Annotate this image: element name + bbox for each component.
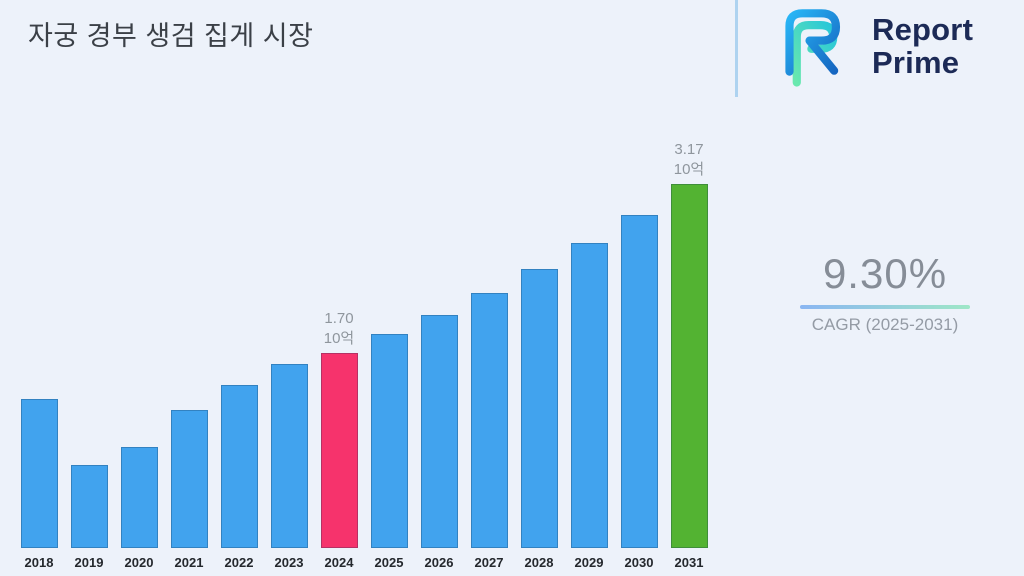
bar-chart: 2018 2019 2020 2021 2022 2023 1.70 10억 2024 2025 2… bbox=[14, 128, 716, 570]
cagr-stat-block: 9.30% CAGR (2025-2031) bbox=[772, 250, 998, 335]
bar-2020 bbox=[120, 447, 158, 548]
x-tick-2023: 2023 bbox=[274, 555, 304, 570]
bar-column-2026: 2026 bbox=[414, 128, 464, 570]
x-tick-2018: 2018 bbox=[24, 555, 54, 570]
bar-2031 bbox=[670, 184, 708, 548]
x-tick-2019: 2019 bbox=[74, 555, 104, 570]
x-tick-2029: 2029 bbox=[574, 555, 604, 570]
bar-column-2030: 2030 bbox=[614, 128, 664, 570]
x-tick-2030: 2030 bbox=[624, 555, 654, 570]
x-tick-2027: 2027 bbox=[474, 555, 504, 570]
annotation-value: 1.70 bbox=[324, 310, 354, 327]
bar-column-2031: 3.17 10억 2031 bbox=[664, 128, 714, 570]
page-title: 자궁 경부 생검 집게 시장 bbox=[28, 21, 314, 51]
report-prime-logo-icon bbox=[785, 9, 841, 87]
annotation-value: 3.17 bbox=[674, 141, 704, 158]
bar-2026 bbox=[420, 315, 458, 548]
x-tick-2022: 2022 bbox=[224, 555, 254, 570]
x-tick-2031: 2031 bbox=[674, 555, 704, 570]
report-prime-logo-text: Report Prime bbox=[872, 12, 974, 80]
bar-2023 bbox=[270, 364, 308, 548]
bar-column-2028: 2028 bbox=[514, 128, 564, 570]
logo-text-line2: Prime bbox=[872, 45, 960, 80]
bar-2024 bbox=[320, 353, 358, 548]
cagr-value: 9.30% bbox=[822, 250, 948, 297]
bar-column-2020: 2020 bbox=[114, 128, 164, 570]
annotation-unit: 10억 bbox=[673, 160, 705, 178]
bar-2028 bbox=[520, 269, 558, 548]
bar-2027 bbox=[470, 293, 508, 548]
header-divider bbox=[735, 0, 738, 97]
bar-2022 bbox=[220, 385, 258, 548]
bar-column-2021: 2021 bbox=[164, 128, 214, 570]
report-prime-logo: Report Prime bbox=[768, 6, 973, 88]
bar-2030 bbox=[620, 215, 658, 548]
bar-annotation-2024: 1.70 10억 bbox=[324, 309, 355, 348]
bar-column-2029: 2029 bbox=[564, 128, 614, 570]
logo-text-line1: Report bbox=[872, 12, 974, 48]
cagr-label: CAGR (2025-2031) bbox=[811, 315, 959, 334]
x-tick-2021: 2021 bbox=[174, 555, 204, 570]
bar-2019 bbox=[70, 465, 108, 548]
bar-column-2024: 1.70 10억 2024 bbox=[314, 128, 364, 570]
annotation-unit: 10억 bbox=[323, 329, 355, 347]
bar-annotation-2031: 3.17 10억 bbox=[674, 140, 705, 179]
bar-2029 bbox=[570, 243, 608, 548]
x-tick-2025: 2025 bbox=[374, 555, 404, 570]
cagr-underline-accent bbox=[800, 305, 970, 309]
bar-2021 bbox=[170, 410, 208, 548]
bar-column-2025: 2025 bbox=[364, 128, 414, 570]
bar-column-2023: 2023 bbox=[264, 128, 314, 570]
bar-2018 bbox=[20, 399, 58, 548]
x-tick-2028: 2028 bbox=[524, 555, 554, 570]
bar-column-2022: 2022 bbox=[214, 128, 264, 570]
x-tick-2024: 2024 bbox=[324, 555, 354, 570]
bar-column-2019: 2019 bbox=[64, 128, 114, 570]
bar-column-2027: 2027 bbox=[464, 128, 514, 570]
x-tick-2020: 2020 bbox=[124, 555, 154, 570]
bar-column-2018: 2018 bbox=[14, 128, 64, 570]
bar-2025 bbox=[370, 334, 408, 548]
x-tick-2026: 2026 bbox=[424, 555, 454, 570]
